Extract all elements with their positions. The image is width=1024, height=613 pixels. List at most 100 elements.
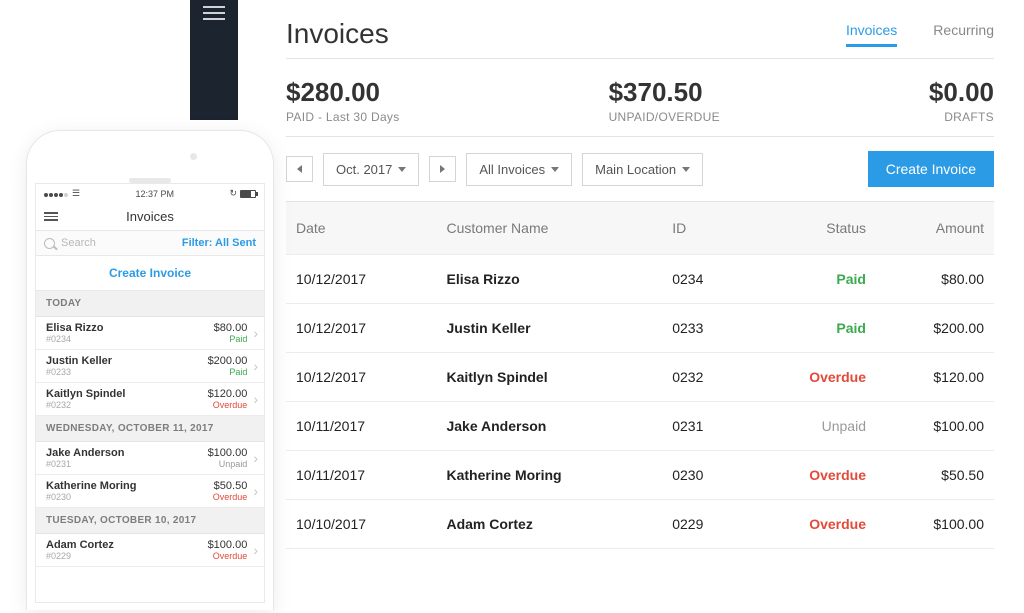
- phone-search-row: Search Filter: All Sent: [36, 231, 264, 256]
- phone-invoice-row[interactable]: Elisa Rizzo#0234$80.00Paid›: [36, 317, 264, 350]
- cell-amount: $200.00: [876, 304, 994, 353]
- table-row[interactable]: 10/11/2017Jake Anderson0231Unpaid$100.00: [286, 402, 994, 451]
- col-customer: Customer Name: [436, 202, 662, 255]
- tab-invoices[interactable]: Invoices: [846, 22, 897, 47]
- summary-unpaid: $370.50 UNPAID/OVERDUE: [609, 77, 720, 124]
- chevron-down-icon: [551, 167, 559, 172]
- cell-customer: Jake Anderson: [436, 402, 662, 451]
- cell-status: Paid: [748, 304, 876, 353]
- battery-icon: [240, 190, 256, 198]
- phone-menu-icon[interactable]: [44, 212, 58, 221]
- cell-id: 0232: [662, 353, 747, 402]
- phone-row-status: Overdue: [213, 492, 248, 502]
- wifi-icon: ☰: [72, 188, 80, 199]
- table-row[interactable]: 10/12/2017Elisa Rizzo0234Paid$80.00: [286, 255, 994, 304]
- table-row[interactable]: 10/10/2017Adam Cortez0229Overdue$100.00: [286, 500, 994, 549]
- phone-invoice-row[interactable]: Justin Keller#0233$200.00Paid›: [36, 350, 264, 383]
- phone-row-id: #0233: [46, 367, 208, 377]
- chevron-down-icon: [682, 167, 690, 172]
- phone-title: Invoices: [126, 209, 174, 224]
- location-label: Main Location: [595, 162, 676, 177]
- cell-id: 0233: [662, 304, 747, 353]
- phone-section-header: TUESDAY, OCTOBER 10, 2017: [36, 508, 264, 534]
- create-invoice-button[interactable]: Create Invoice: [868, 151, 994, 187]
- phone-status-bar: ☰ 12:37 PM ↻: [36, 184, 264, 203]
- phone-row-id: #0231: [46, 459, 208, 469]
- location-dropdown[interactable]: Main Location: [582, 153, 703, 186]
- col-status: Status: [748, 202, 876, 255]
- phone-invoice-row[interactable]: Jake Anderson#0231$100.00Unpaid›: [36, 442, 264, 475]
- cell-id: 0229: [662, 500, 747, 549]
- summary-drafts-label: DRAFTS: [929, 110, 994, 124]
- phone-mockup: ☰ 12:37 PM ↻ Invoices Search Filter: All…: [26, 130, 274, 610]
- cell-customer: Adam Cortez: [436, 500, 662, 549]
- phone-row-status: Overdue: [208, 400, 248, 410]
- cell-amount: $100.00: [876, 500, 994, 549]
- cell-date: 10/12/2017: [286, 304, 436, 353]
- phone-invoice-row[interactable]: Katherine Moring#0230$50.50Overdue›: [36, 475, 264, 508]
- page-title: Invoices: [286, 18, 389, 50]
- cell-date: 10/12/2017: [286, 353, 436, 402]
- cell-amount: $80.00: [876, 255, 994, 304]
- phone-section-header: TODAY: [36, 291, 264, 317]
- phone-filter-link[interactable]: Filter: All Sent: [182, 237, 256, 249]
- phone-create-invoice[interactable]: Create Invoice: [36, 256, 264, 291]
- cell-status: Overdue: [748, 500, 876, 549]
- signal-icon: [44, 189, 69, 199]
- phone-row-name: Katherine Moring: [46, 480, 213, 492]
- prev-month-button[interactable]: [286, 156, 313, 182]
- table-row[interactable]: 10/12/2017Justin Keller0233Paid$200.00: [286, 304, 994, 353]
- cell-customer: Elisa Rizzo: [436, 255, 662, 304]
- filter-dropdown[interactable]: All Invoices: [466, 153, 572, 186]
- summary-paid: $280.00 PAID - Last 30 Days: [286, 77, 400, 124]
- phone-time: 12:37 PM: [136, 189, 175, 199]
- next-month-button[interactable]: [429, 156, 456, 182]
- phone-row-id: #0232: [46, 400, 208, 410]
- filter-label: All Invoices: [479, 162, 545, 177]
- chevron-right-icon: ›: [253, 542, 258, 558]
- summary-unpaid-value: $370.50: [609, 77, 720, 108]
- phone-row-id: #0234: [46, 334, 214, 344]
- cell-date: 10/12/2017: [286, 255, 436, 304]
- col-id: ID: [662, 202, 747, 255]
- summary-unpaid-label: UNPAID/OVERDUE: [609, 110, 720, 124]
- view-tabs: Invoices Recurring: [846, 22, 994, 47]
- chevron-down-icon: [398, 167, 406, 172]
- phone-nav-bar: Invoices: [36, 203, 264, 231]
- chevron-right-icon: ›: [253, 358, 258, 374]
- cell-amount: $50.50: [876, 451, 994, 500]
- search-icon[interactable]: [44, 238, 55, 249]
- tab-recurring[interactable]: Recurring: [933, 22, 994, 47]
- summary-paid-value: $280.00: [286, 77, 400, 108]
- cell-id: 0231: [662, 402, 747, 451]
- cell-amount: $120.00: [876, 353, 994, 402]
- chevron-right-icon: ›: [253, 483, 258, 499]
- cell-customer: Justin Keller: [436, 304, 662, 353]
- toolbar: Oct. 2017 All Invoices Main Location Cre…: [286, 136, 994, 202]
- table-row[interactable]: 10/11/2017Katherine Moring0230Overdue$50…: [286, 451, 994, 500]
- phone-row-status: Paid: [208, 367, 248, 377]
- chevron-right-icon: ›: [253, 325, 258, 341]
- phone-row-name: Adam Cortez: [46, 539, 208, 551]
- cell-date: 10/10/2017: [286, 500, 436, 549]
- phone-row-amount: $120.00: [208, 388, 248, 400]
- month-label: Oct. 2017: [336, 162, 392, 177]
- phone-row-amount: $100.00: [208, 447, 248, 459]
- cell-customer: Katherine Moring: [436, 451, 662, 500]
- phone-row-name: Jake Anderson: [46, 447, 208, 459]
- summary-drafts: $0.00 DRAFTS: [929, 77, 994, 124]
- phone-row-id: #0230: [46, 492, 213, 502]
- phone-invoice-row[interactable]: Kaitlyn Spindel#0232$120.00Overdue›: [36, 383, 264, 416]
- phone-invoice-row[interactable]: Adam Cortez#0229$100.00Overdue›: [36, 534, 264, 567]
- summary-paid-label: PAID - Last 30 Days: [286, 110, 400, 124]
- table-row[interactable]: 10/12/2017Kaitlyn Spindel0232Overdue$120…: [286, 353, 994, 402]
- phone-row-amount: $200.00: [208, 355, 248, 367]
- chevron-right-icon: [440, 165, 445, 173]
- phone-screen: ☰ 12:37 PM ↻ Invoices Search Filter: All…: [35, 183, 265, 603]
- phone-row-id: #0229: [46, 551, 208, 561]
- phone-search-input[interactable]: Search: [61, 237, 182, 249]
- phone-section-header: WEDNESDAY, OCTOBER 11, 2017: [36, 416, 264, 442]
- month-picker[interactable]: Oct. 2017: [323, 153, 419, 186]
- chevron-right-icon: ›: [253, 391, 258, 407]
- cell-id: 0234: [662, 255, 747, 304]
